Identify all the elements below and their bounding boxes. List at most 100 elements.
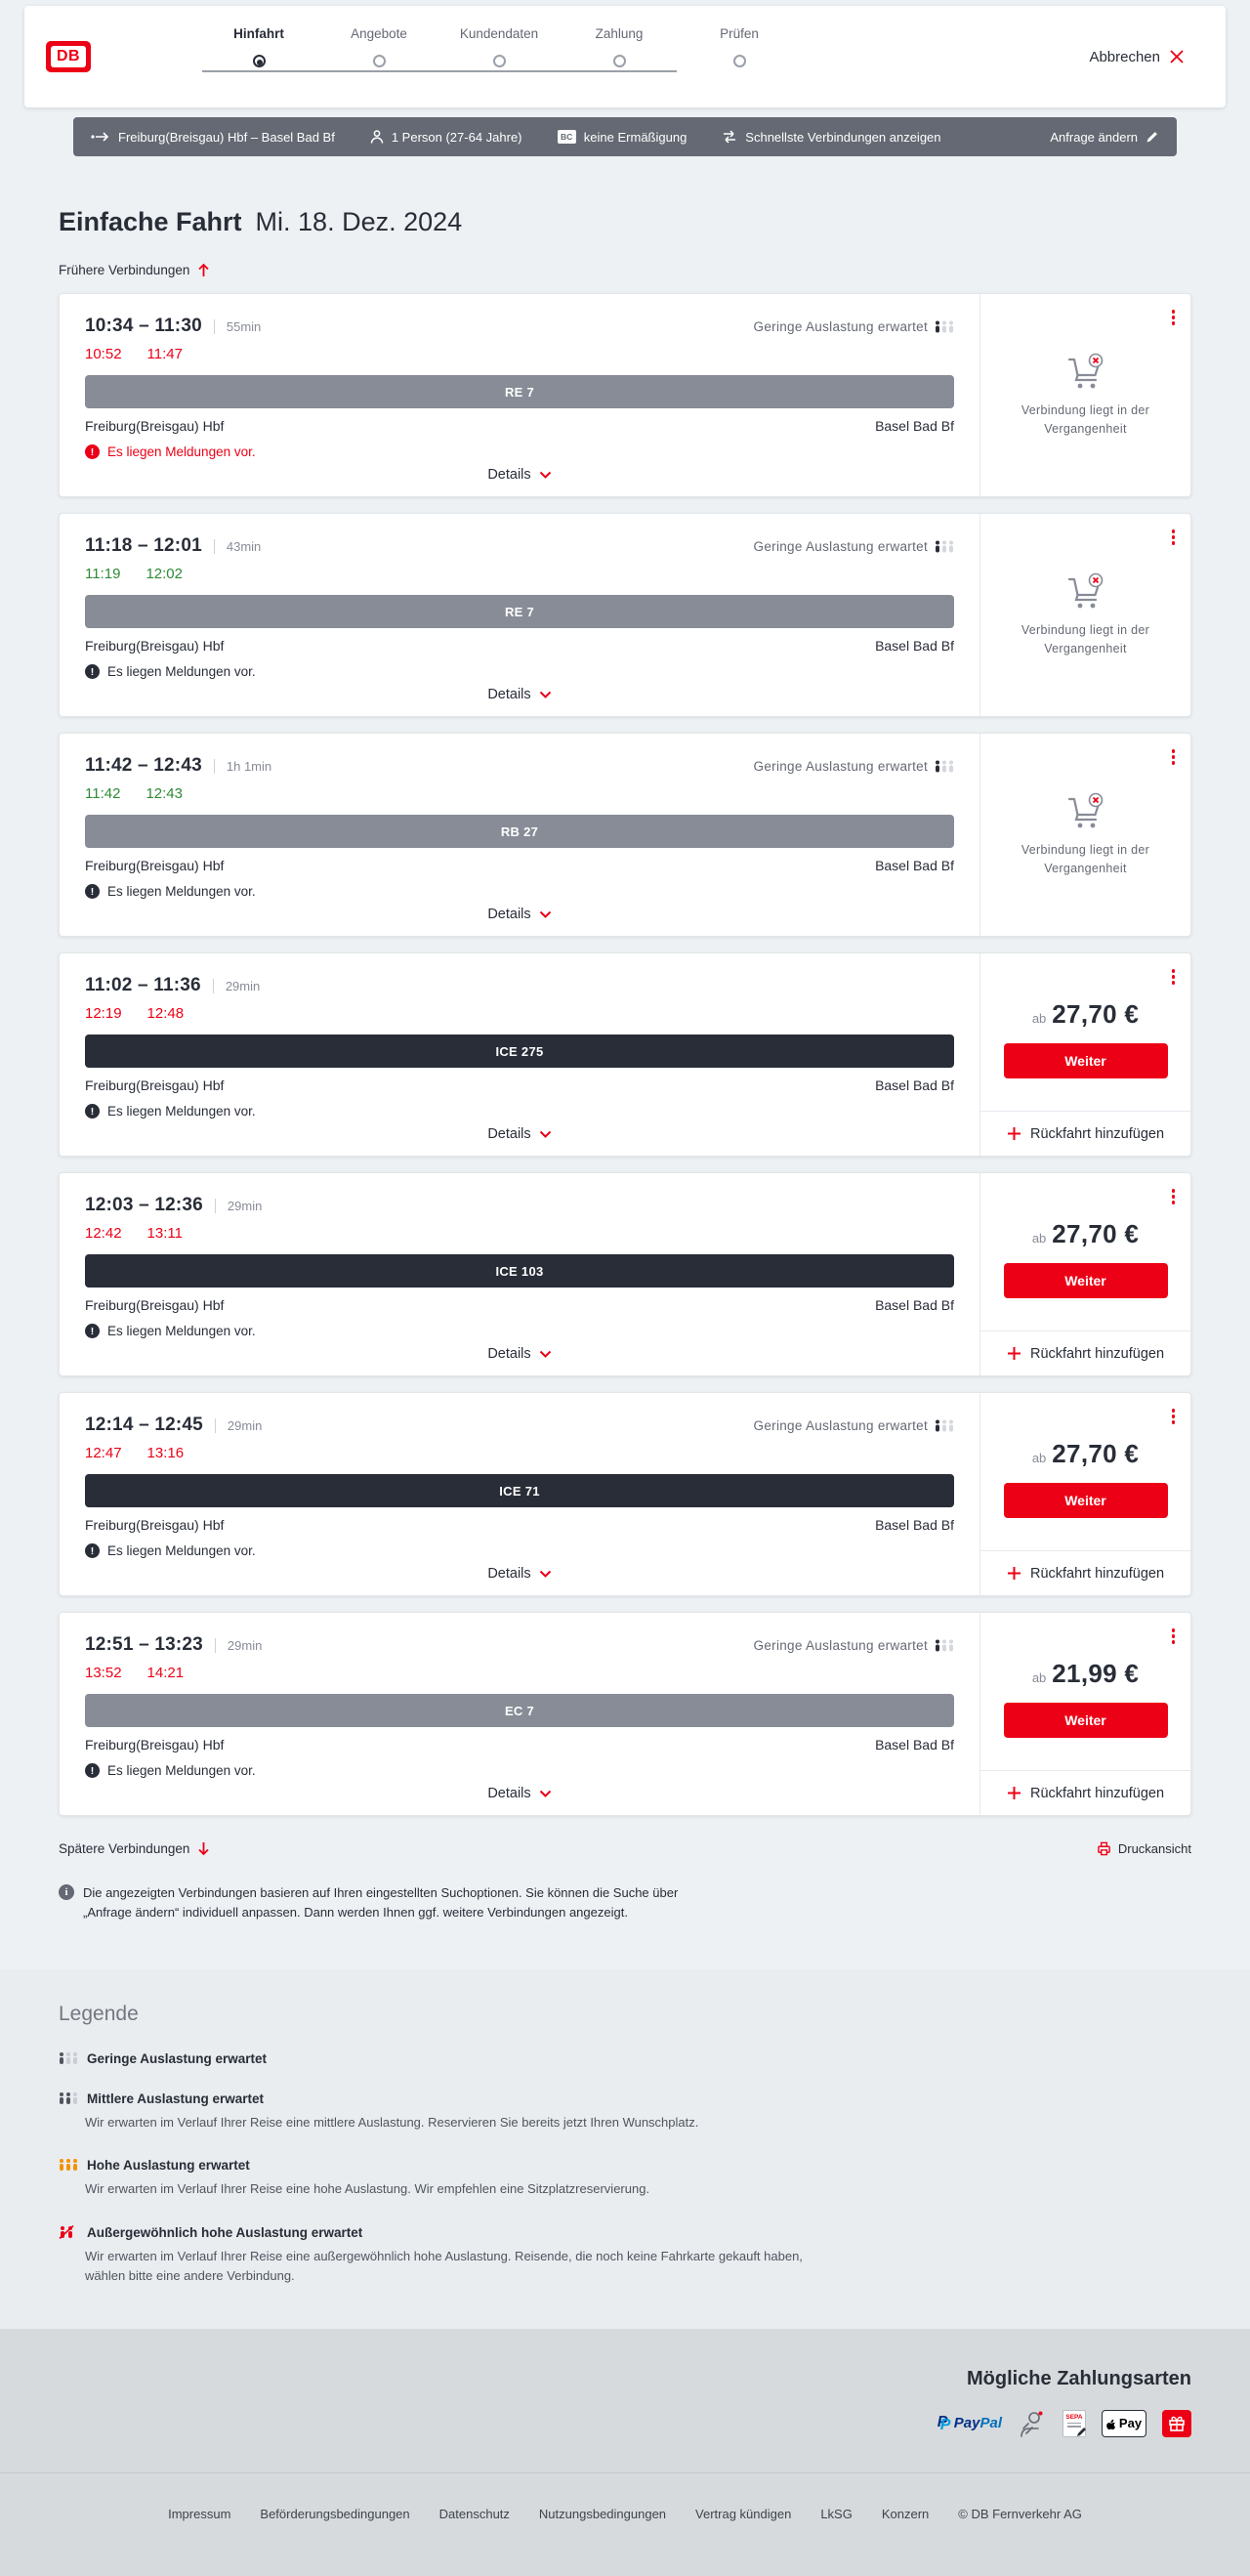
train-segment-bar[interactable]: ICE 71 [85,1474,954,1507]
person-icon [370,130,384,144]
realtime-arrival: 14:21 [146,1665,185,1681]
connection-details-area: 11:42 – 12:43 1h 1min Geringe Auslastung… [60,734,979,936]
step-hinfahrt[interactable]: Hinfahrt [200,25,317,67]
db-logo-text: DB [51,46,86,67]
arrow-up-icon [198,263,209,276]
alert-row[interactable]: ! Es liegen Meldungen vor. [85,1543,954,1558]
step-kundendaten[interactable]: Kundendaten [440,25,558,67]
footer-link-lksg[interactable]: LkSG [820,2506,853,2521]
booking-panel: ab 27,70 € Weiter Rückfahrt hinzufügen [979,1393,1190,1595]
connection-details-area: 10:34 – 11:30 55min Geringe Auslastung e… [60,294,979,496]
train-segment-bar[interactable]: EC 7 [85,1694,954,1727]
alert-row[interactable]: ! Es liegen Meldungen vor. [85,444,954,459]
footer-link-nutzungsbedingungen[interactable]: Nutzungsbedingungen [538,2506,667,2521]
details-toggle[interactable]: Details [85,679,954,702]
alert-row[interactable]: ! Es liegen Meldungen vor. [85,1104,954,1119]
details-toggle[interactable]: Details [85,899,954,922]
arrival-station: Basel Bad Bf [875,1517,954,1533]
continue-button[interactable]: Weiter [1003,1483,1168,1518]
step-circle-icon [732,55,746,67]
occupancy-high-icon [60,2159,77,2172]
continue-button[interactable]: Weiter [1003,1043,1168,1078]
occupancy-indicator: Geringe Auslastung erwartet [754,1418,954,1433]
print-view-button[interactable]: Druckansicht [1097,1841,1191,1856]
realtime-arrival: 13:16 [146,1445,185,1461]
occupancy-indicator: Geringe Auslastung erwartet [754,539,954,554]
continue-button[interactable]: Weiter [1003,1263,1168,1298]
cancel-button[interactable]: Abbrechen [1089,49,1185,65]
add-return-button[interactable]: Rückfahrt hinzufügen [980,1330,1190,1375]
alert-icon: ! [85,664,100,679]
step-label: Prüfen [720,26,759,41]
later-connections-label: Spätere Verbindungen [59,1841,190,1856]
alert-row[interactable]: ! Es liegen Meldungen vor. [85,664,954,679]
connection-card: 11:02 – 11:36 29min 12:19 12:48 ICE 275 … [59,952,1191,1157]
chevron-down-icon [539,1790,551,1797]
alert-row[interactable]: ! Es liegen Meldungen vor. [85,1763,954,1778]
details-toggle[interactable]: Details [85,1119,954,1142]
discount-summary: BC keine Ermäßigung [557,130,687,145]
change-request-button[interactable]: Anfrage ändern [1050,130,1159,145]
step-circle-icon [612,55,626,67]
step-angebote[interactable]: Angebote [320,25,438,67]
fastest-connections-toggle[interactable]: Schnellste Verbindungen anzeigen [722,130,941,145]
connection-duration: 29min [212,978,260,993]
print-view-label: Druckansicht [1117,1841,1191,1856]
details-toggle[interactable]: Details [85,1558,954,1582]
options-menu-button[interactable] [1168,306,1180,329]
add-return-button[interactable]: Rückfahrt hinzufügen [980,1770,1190,1815]
options-menu-button[interactable] [1168,1185,1180,1208]
train-segment-bar[interactable]: RB 27 [85,815,954,848]
options-menu-button[interactable] [1168,965,1180,989]
add-return-label: Rückfahrt hinzufügen [1029,1125,1165,1142]
train-segment-bar[interactable]: RE 7 [85,595,954,628]
options-menu-button[interactable] [1168,1625,1180,1648]
footer-link-befoerderungsbedingungen[interactable]: Beförderungsbedingungen [260,2506,410,2521]
connection-card: 11:18 – 12:01 43min Geringe Auslastung e… [59,513,1191,717]
earlier-connections-label: Frühere Verbindungen [59,263,190,277]
page-title: Einfache Fahrt Mi. 18. Dez. 2024 [59,207,1191,237]
details-toggle[interactable]: Details [85,1338,954,1362]
db-logo[interactable]: DB [46,41,91,72]
options-menu-button[interactable] [1168,526,1180,549]
sepa-lastschrift-icon: SEPA [1062,2409,1086,2437]
price-prefix: ab [1031,1670,1047,1685]
footer-link-konzern[interactable]: Konzern [881,2506,930,2521]
alert-row[interactable]: ! Es liegen Meldungen vor. [85,884,954,899]
booking-panel: Verbindung liegt in der Vergangenheit [979,294,1190,496]
details-toggle[interactable]: Details [85,459,954,483]
train-segment-bar[interactable]: RE 7 [85,375,954,408]
occupancy-label: Geringe Auslastung erwartet [753,1417,928,1433]
connection-times: 12:51 – 13:23 [85,1634,203,1655]
footer-link-vertrag-kuendigen[interactable]: Vertrag kündigen [695,2506,792,2521]
train-label: ICE 71 [499,1483,540,1499]
legend-label: Mittlere Auslastung erwartet [87,2091,265,2107]
later-connections-link[interactable]: Spätere Verbindungen [59,1841,210,1856]
earlier-connections-link[interactable]: Frühere Verbindungen [59,263,1191,277]
connection-card: 12:14 – 12:45 29min Geringe Auslastung e… [59,1392,1191,1596]
query-summary-bar: Freiburg(Breisgau) Hbf – Basel Bad Bf 1 … [73,117,1177,156]
step-pruefen[interactable]: Prüfen [681,25,798,67]
options-menu-button[interactable] [1168,745,1180,769]
step-circle-icon [372,55,386,67]
alert-row[interactable]: ! Es liegen Meldungen vor. [85,1324,954,1338]
options-menu-button[interactable] [1168,1405,1180,1428]
past-connection-label: Verbindung liegt in der Vergangenheit [1021,623,1150,655]
connection-details-area: 12:03 – 12:36 29min 12:42 13:11 ICE 103 … [60,1173,979,1375]
details-label: Details [487,687,531,702]
train-segment-bar[interactable]: ICE 103 [85,1254,954,1288]
train-label: RE 7 [504,604,535,619]
add-return-button[interactable]: Rückfahrt hinzufügen [980,1550,1190,1595]
footer-link-impressum[interactable]: Impressum [168,2506,231,2521]
booking-panel: Verbindung liegt in der Vergangenheit [979,734,1190,936]
add-return-button[interactable]: Rückfahrt hinzufügen [980,1111,1190,1156]
realtime-times: 10:52 11:47 [85,346,954,362]
step-zahlung[interactable]: Zahlung [561,25,678,67]
train-segment-bar[interactable]: ICE 275 [85,1035,954,1068]
connection-duration: 29min [214,1198,262,1213]
realtime-arrival: 13:11 [146,1225,183,1242]
details-toggle[interactable]: Details [85,1778,954,1801]
connection-details-area: 12:51 – 13:23 29min Geringe Auslastung e… [60,1613,979,1815]
footer-link-datenschutz[interactable]: Datenschutz [438,2506,510,2521]
continue-button[interactable]: Weiter [1003,1703,1168,1738]
